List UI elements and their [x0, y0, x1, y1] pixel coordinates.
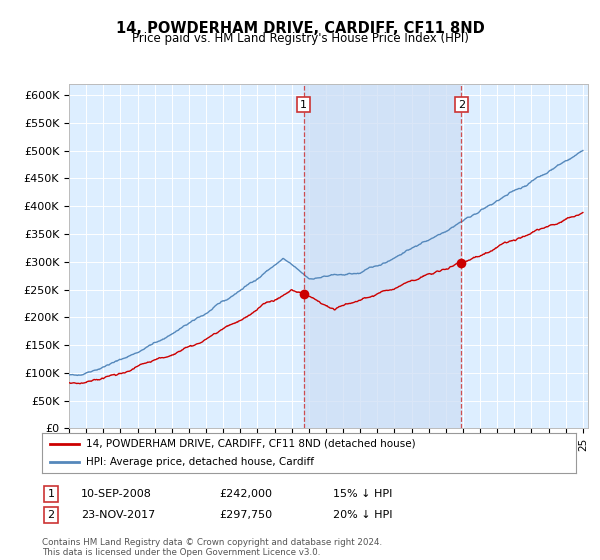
Text: 1: 1: [47, 489, 55, 499]
Text: Price paid vs. HM Land Registry's House Price Index (HPI): Price paid vs. HM Land Registry's House …: [131, 32, 469, 45]
Text: 14, POWDERHAM DRIVE, CARDIFF, CF11 8ND (detached house): 14, POWDERHAM DRIVE, CARDIFF, CF11 8ND (…: [86, 439, 415, 449]
Text: 15% ↓ HPI: 15% ↓ HPI: [333, 489, 392, 499]
Text: Contains HM Land Registry data © Crown copyright and database right 2024.
This d: Contains HM Land Registry data © Crown c…: [42, 538, 382, 557]
Text: £242,000: £242,000: [219, 489, 272, 499]
Text: 10-SEP-2008: 10-SEP-2008: [81, 489, 152, 499]
Text: 14, POWDERHAM DRIVE, CARDIFF, CF11 8ND: 14, POWDERHAM DRIVE, CARDIFF, CF11 8ND: [116, 21, 484, 36]
Text: 2: 2: [47, 510, 55, 520]
Text: HPI: Average price, detached house, Cardiff: HPI: Average price, detached house, Card…: [86, 458, 314, 467]
Text: 20% ↓ HPI: 20% ↓ HPI: [333, 510, 392, 520]
Text: £297,750: £297,750: [219, 510, 272, 520]
Text: 1: 1: [300, 100, 307, 110]
Bar: [304, 84, 461, 428]
Text: 2: 2: [458, 100, 465, 110]
Text: 23-NOV-2017: 23-NOV-2017: [81, 510, 155, 520]
